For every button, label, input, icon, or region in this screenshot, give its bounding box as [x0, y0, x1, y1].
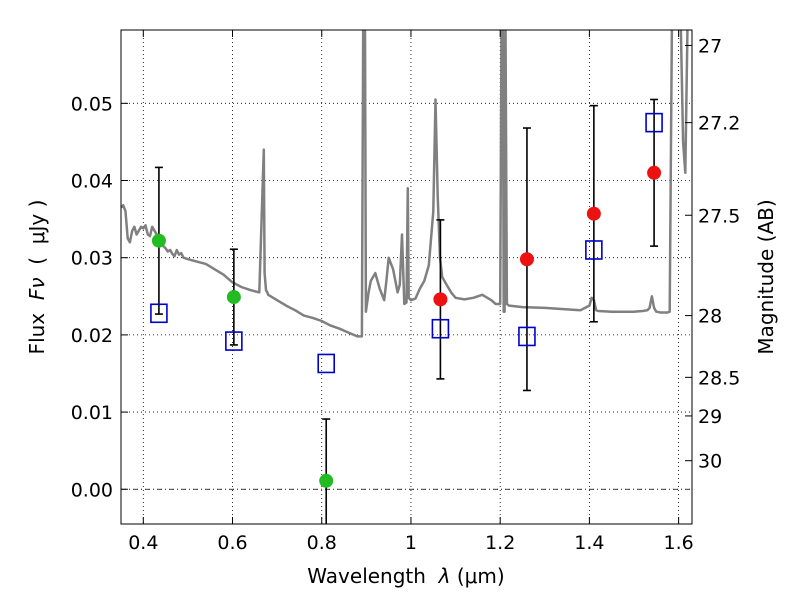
plot-area [121, 30, 689, 524]
x-tick-label: 0.6 [217, 532, 247, 554]
y-tick-label: 0.00 [71, 479, 113, 501]
y-right-tick-label: 27.5 [698, 205, 740, 227]
y-axis-label-right: Magnitude (AB) [754, 199, 778, 354]
y-tick-label: 0.05 [71, 93, 113, 115]
x-tick-label: 1.2 [485, 532, 515, 554]
x-tick-label: 1 [405, 532, 417, 554]
model-point [518, 326, 536, 347]
model-point [317, 353, 336, 374]
model-point [150, 303, 168, 324]
detection-point [319, 473, 334, 488]
detection-point [647, 165, 662, 180]
model-point [431, 318, 450, 339]
model-point [585, 240, 603, 260]
y-tick-label: 0.02 [71, 325, 113, 347]
y-right-tick-label: 27.2 [698, 113, 740, 135]
detection-point [226, 290, 241, 305]
detection-point [433, 292, 448, 307]
y-tick-label: 0.03 [71, 248, 113, 270]
x-axis-label: Wavelength λ (μm) [307, 564, 504, 588]
y-tick-label: 0.01 [71, 402, 113, 424]
y-right-tick-label: 28 [698, 306, 722, 328]
model-point [225, 331, 243, 351]
y-right-tick-label: 28.5 [698, 367, 740, 389]
detection-point [519, 252, 534, 267]
x-tick-label: 1.6 [664, 532, 694, 554]
plot-frame [120, 29, 693, 525]
detection-point [586, 206, 601, 221]
y-axis-label: Flux Fν ( μJy ) [25, 200, 49, 355]
y-right-tick-label: 29 [698, 406, 722, 428]
x-tick-label: 0.8 [307, 532, 337, 554]
x-tick-label: 1.4 [574, 532, 604, 554]
model-point [645, 112, 663, 133]
x-tick-label: 0.4 [128, 532, 158, 554]
ticks: 0.4 0.6 0.8 1 1.2 1.4 1.6 0.00 0.01 0.02 0.03 0.04 0… [71, 30, 740, 554]
y-right-tick-label: 27 [698, 35, 722, 57]
detection-point [151, 233, 166, 248]
sed-line [121, 30, 689, 338]
y-tick-label: 0.04 [71, 171, 113, 193]
y-right-tick-label: 30 [698, 451, 722, 473]
